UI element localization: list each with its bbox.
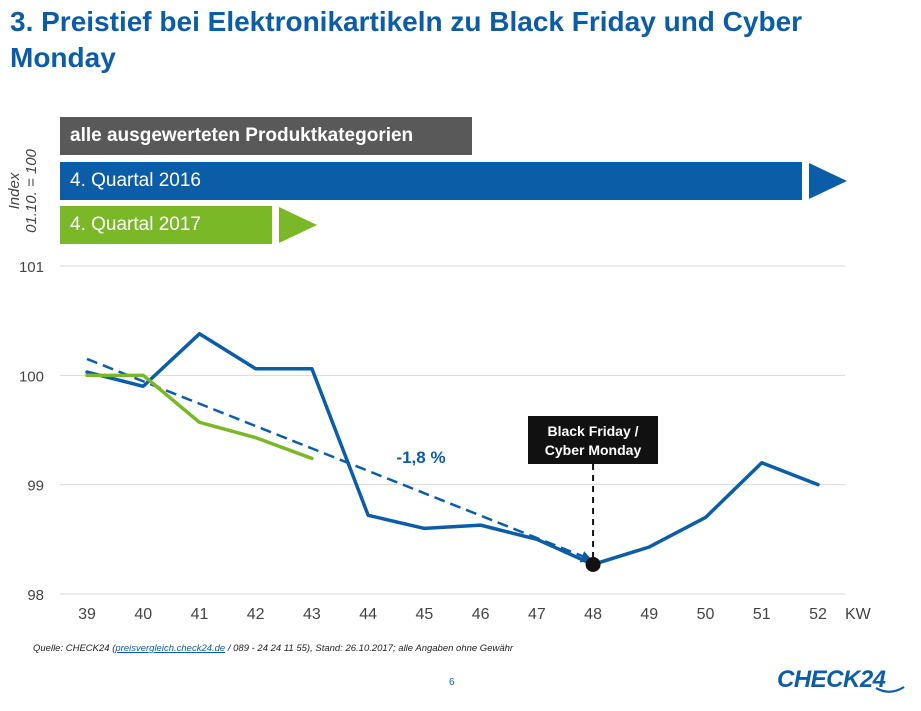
annotation-text-line2: Cyber Monday [545, 442, 642, 458]
x-tick-label: 52 [809, 606, 827, 623]
x-tick-label: 42 [247, 606, 265, 623]
source-suffix: / 089 - 24 24 11 55), Stand: 26.10.2017;… [225, 643, 514, 654]
source-link[interactable]: preisvergleich.check24.de [115, 643, 226, 654]
x-tick-label: 49 [640, 606, 658, 623]
trend-label: -1,8 % [396, 448, 445, 467]
x-tick-label: 41 [191, 606, 209, 623]
source-prefix: Quelle: CHECK24 ( [33, 643, 116, 654]
x-tick-label: 45 [415, 606, 433, 623]
x-tick-label: 50 [697, 606, 715, 623]
legend-q4-2016: 4. Quartal 2016 [60, 162, 802, 200]
annotation-text-line1: Black Friday / [547, 423, 638, 439]
legend-arrow-2017-icon [279, 207, 317, 243]
source-note: Quelle: CHECK24 (preisvergleich.check24.… [33, 643, 513, 654]
banner-all-categories: alle ausgewerteten Produktkategorien [60, 117, 472, 155]
annotation-box [528, 416, 658, 464]
x-tick-label: 44 [359, 606, 377, 623]
y-tick-label: 101 [19, 259, 44, 276]
x-tick-label: 40 [134, 606, 152, 623]
y-tick-label: 98 [27, 587, 44, 604]
logo-swoosh-icon [875, 686, 905, 693]
check24-logo: CHECK24 [777, 666, 886, 693]
series-line-2016 [85, 332, 820, 567]
y-tick-label: 99 [27, 478, 44, 495]
x-tick-label: 48 [584, 606, 602, 623]
series-line-2017 [85, 373, 314, 461]
x-axis-label: KW [845, 606, 872, 623]
page-number: 6 [449, 677, 455, 688]
x-tick-label: 43 [303, 606, 321, 623]
x-tick-label: 46 [472, 606, 490, 623]
y-tick-label: 100 [19, 368, 44, 385]
x-tick-label: 51 [753, 606, 771, 623]
trend-line [86, 357, 586, 559]
legend-arrow-2016-icon [809, 163, 847, 199]
black-friday-marker [585, 556, 601, 572]
x-tick-label: 47 [528, 606, 546, 623]
page-title: 3. Preistief bei Elektronikartikeln zu B… [10, 6, 803, 73]
x-tick-label: 39 [78, 606, 96, 623]
legend-q4-2017: 4. Quartal 2017 [60, 206, 272, 244]
